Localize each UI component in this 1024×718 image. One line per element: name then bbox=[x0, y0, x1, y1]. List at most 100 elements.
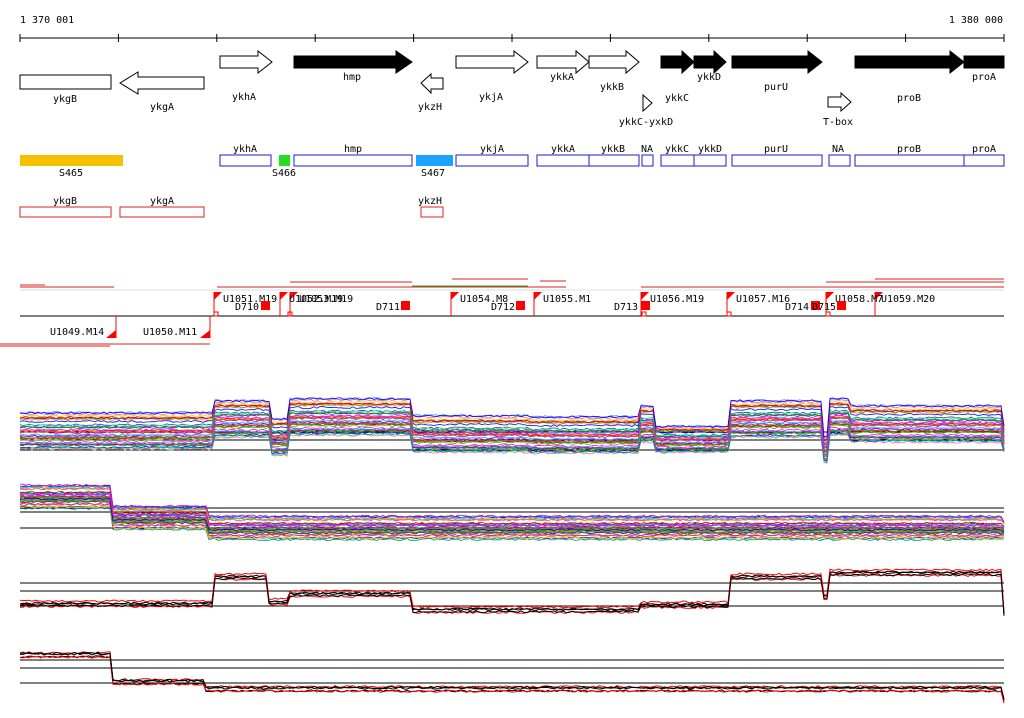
d-marker-label[interactable]: D713 bbox=[614, 302, 638, 313]
expression-trace bbox=[19, 420, 1005, 455]
tu-label[interactable]: U1051.M19 bbox=[223, 294, 277, 305]
gene-label: hmp bbox=[343, 72, 361, 83]
gene-label: ykgA bbox=[150, 102, 174, 113]
expression-trace bbox=[19, 433, 1005, 464]
annotation-label: purU bbox=[764, 144, 788, 155]
gene-ykzH[interactable] bbox=[420, 72, 444, 95]
expression-panel-4 bbox=[19, 651, 1005, 704]
expression-trace bbox=[19, 398, 1005, 439]
gene-ykgA[interactable] bbox=[119, 71, 205, 95]
expression-trace bbox=[19, 499, 1004, 534]
coordinate-ruler: 1 370 001 1 380 000 bbox=[19, 15, 1005, 42]
expression-trace bbox=[19, 422, 1005, 455]
t-box-feature-icon[interactable] bbox=[827, 91, 852, 113]
tu-label[interactable]: U1052.M19 bbox=[289, 294, 343, 305]
gene-hmp[interactable] bbox=[293, 50, 413, 74]
expression-panel-2 bbox=[19, 483, 1005, 541]
gene-proA[interactable] bbox=[963, 55, 1005, 69]
expression-trace bbox=[19, 424, 1005, 457]
tu-label[interactable]: U1049.M14 bbox=[50, 327, 104, 338]
gene-ykkC[interactable] bbox=[660, 49, 695, 75]
expression-trace bbox=[19, 487, 1005, 525]
expression-trace bbox=[19, 655, 1005, 702]
annotation-label: ykkA bbox=[551, 144, 575, 155]
d-marker-label[interactable]: D715 bbox=[812, 302, 836, 313]
segment-s465[interactable] bbox=[20, 155, 123, 166]
ruler-end-label: 1 380 000 bbox=[949, 15, 1003, 26]
gene-label: ykhA bbox=[232, 92, 256, 103]
tu-label[interactable]: U1058.M7 bbox=[835, 294, 883, 305]
ruler-start-label: 1 370 001 bbox=[20, 15, 74, 26]
gene-label: ykzH bbox=[418, 102, 442, 113]
gene-ykhA[interactable] bbox=[219, 49, 273, 75]
expression-trace bbox=[19, 497, 1005, 533]
expression-trace bbox=[19, 490, 1005, 527]
expression-trace bbox=[19, 414, 1005, 449]
tu-label[interactable]: U1050.M11 bbox=[143, 327, 197, 338]
transcription-unit-track: U1051.M19 U1052.M19 U1053.M19 U1054.M8 U… bbox=[0, 278, 1004, 347]
gene-purU[interactable] bbox=[731, 49, 823, 75]
gene-label: ykkA bbox=[550, 72, 574, 83]
expression-trace bbox=[19, 503, 1004, 537]
annotation-label: NA bbox=[641, 144, 653, 155]
segment-s466[interactable] bbox=[279, 155, 290, 166]
tu-label[interactable]: U1055.M1 bbox=[543, 294, 591, 305]
annotation-label: ykjA bbox=[480, 144, 504, 155]
d-marker-label[interactable]: D712 bbox=[491, 302, 515, 313]
tu-label[interactable]: U1056.M19 bbox=[650, 294, 704, 305]
expression-trace bbox=[19, 406, 1005, 444]
gene-label: purU bbox=[764, 82, 788, 93]
feature-label: T-box bbox=[823, 117, 853, 128]
gene-track: ykgB ykgA ykhA hmp ykzH ykjA ykkA ykkB y… bbox=[19, 49, 1005, 128]
expression-trace bbox=[19, 655, 1005, 704]
annotation-label: ykkC bbox=[665, 144, 689, 155]
expression-trace bbox=[20, 573, 1005, 616]
expression-panel-3 bbox=[19, 568, 1005, 616]
gene-proB[interactable] bbox=[854, 49, 965, 75]
expression-trace bbox=[19, 483, 1005, 522]
ykkC-yxkD-feature-icon[interactable] bbox=[642, 93, 653, 113]
expression-trace bbox=[20, 493, 1005, 529]
gene-label: ykkC bbox=[665, 93, 689, 104]
segment-track: S465 S466 S467 bbox=[20, 155, 453, 179]
expression-trace bbox=[19, 573, 1005, 616]
expression-trace bbox=[19, 571, 1005, 614]
tu-label[interactable]: U1053.M19 bbox=[299, 294, 353, 305]
gene-label: ykkB bbox=[600, 82, 624, 93]
gene-ykkD[interactable] bbox=[693, 49, 727, 75]
segment-label: S465 bbox=[59, 168, 83, 179]
expression-trace bbox=[19, 397, 1005, 438]
annotation-label: ykkB bbox=[601, 144, 625, 155]
tu-label[interactable]: U1057.M16 bbox=[736, 294, 790, 305]
expression-trace bbox=[19, 403, 1005, 443]
feature-label: ykkC-yxkD bbox=[619, 117, 673, 128]
expression-trace bbox=[19, 507, 1005, 541]
d-marker-label[interactable]: D714 bbox=[785, 302, 809, 313]
gene-ykkB[interactable] bbox=[588, 49, 640, 75]
expression-trace bbox=[19, 486, 1005, 524]
tu-label[interactable]: U1054.M8 bbox=[460, 294, 508, 305]
segment-label: S466 bbox=[272, 168, 296, 179]
expression-trace bbox=[19, 411, 1005, 447]
expression-trace bbox=[20, 652, 1005, 700]
annotation-label: ykzH bbox=[418, 196, 442, 207]
expression-panel-1 bbox=[19, 397, 1005, 464]
gene-ykgB[interactable] bbox=[19, 74, 112, 90]
gene-label: proB bbox=[897, 93, 921, 104]
gene-label: proA bbox=[972, 72, 996, 83]
annotation-label: ykgB bbox=[53, 196, 77, 207]
tu-label[interactable]: U1059.M20 bbox=[881, 294, 935, 305]
segment-s467[interactable] bbox=[416, 155, 453, 166]
d-marker-label[interactable]: D710 bbox=[235, 302, 259, 313]
expression-trace bbox=[19, 491, 1005, 527]
expression-trace bbox=[19, 416, 1005, 451]
expression-trace bbox=[19, 485, 1005, 524]
gene-ykkA[interactable] bbox=[536, 49, 590, 75]
d-marker-label[interactable]: D711 bbox=[376, 302, 400, 313]
gene-ykjA[interactable] bbox=[455, 49, 529, 75]
expression-trace bbox=[19, 432, 1005, 463]
expression-trace bbox=[19, 402, 1005, 441]
blue-annotation-track: ykhA hmp ykjA ykkA ykkB NA ykkC ykkD pur… bbox=[219, 144, 1005, 167]
